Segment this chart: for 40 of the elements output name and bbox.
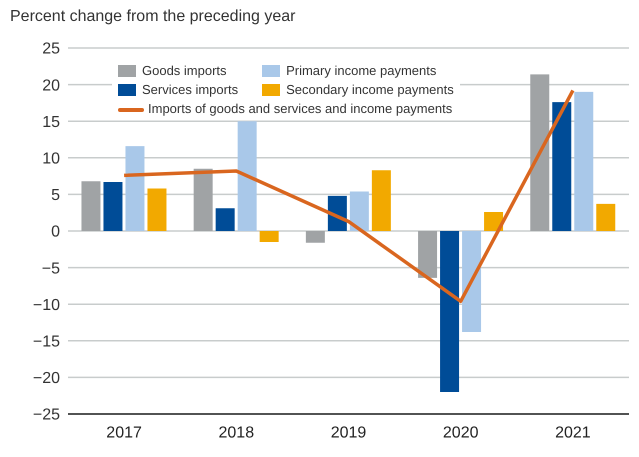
bar [552, 102, 572, 231]
bar [216, 208, 235, 231]
bar [260, 231, 279, 242]
y-tick-label: 5 [51, 187, 60, 204]
y-tick-label: −5 [42, 260, 60, 278]
y-tick-label: −20 [32, 370, 60, 388]
x-tick-label: 2017 [106, 424, 142, 442]
bar [530, 74, 550, 231]
x-tick-label: 2020 [442, 424, 479, 442]
bar [81, 181, 100, 231]
bar [306, 231, 325, 243]
y-tick-label: −15 [32, 333, 60, 350]
x-tick-label: 2021 [555, 424, 591, 442]
y-tick-label: 25 [42, 40, 60, 58]
legend-label: Secondary income payments [286, 82, 454, 98]
y-tick-label: 15 [42, 114, 60, 131]
bar [238, 121, 257, 231]
bar [462, 231, 482, 332]
bar [372, 170, 391, 231]
legend-label: Goods imports [142, 63, 227, 79]
bar [194, 168, 213, 231]
legend-label: Imports of goods and services and income payments [148, 101, 452, 117]
legend-label: Services imports [142, 82, 238, 98]
bar [596, 204, 616, 231]
bar [350, 191, 369, 231]
y-tick-label: −10 [32, 296, 60, 314]
x-tick-label: 2018 [218, 424, 254, 442]
bar [418, 231, 438, 278]
x-tick-label: 2019 [330, 424, 366, 442]
y-tick-label: 20 [42, 77, 60, 94]
y-tick-label: 10 [42, 150, 60, 168]
bar [103, 182, 122, 231]
bar [147, 188, 166, 231]
y-tick-label: −25 [32, 406, 60, 424]
bar [440, 231, 460, 392]
y-axis-title: Percent change from the preceding year [10, 8, 296, 26]
bar [125, 146, 144, 231]
y-tick-label: 0 [51, 224, 60, 241]
legend-label: Primary income payments [286, 63, 436, 79]
bar [574, 92, 594, 231]
